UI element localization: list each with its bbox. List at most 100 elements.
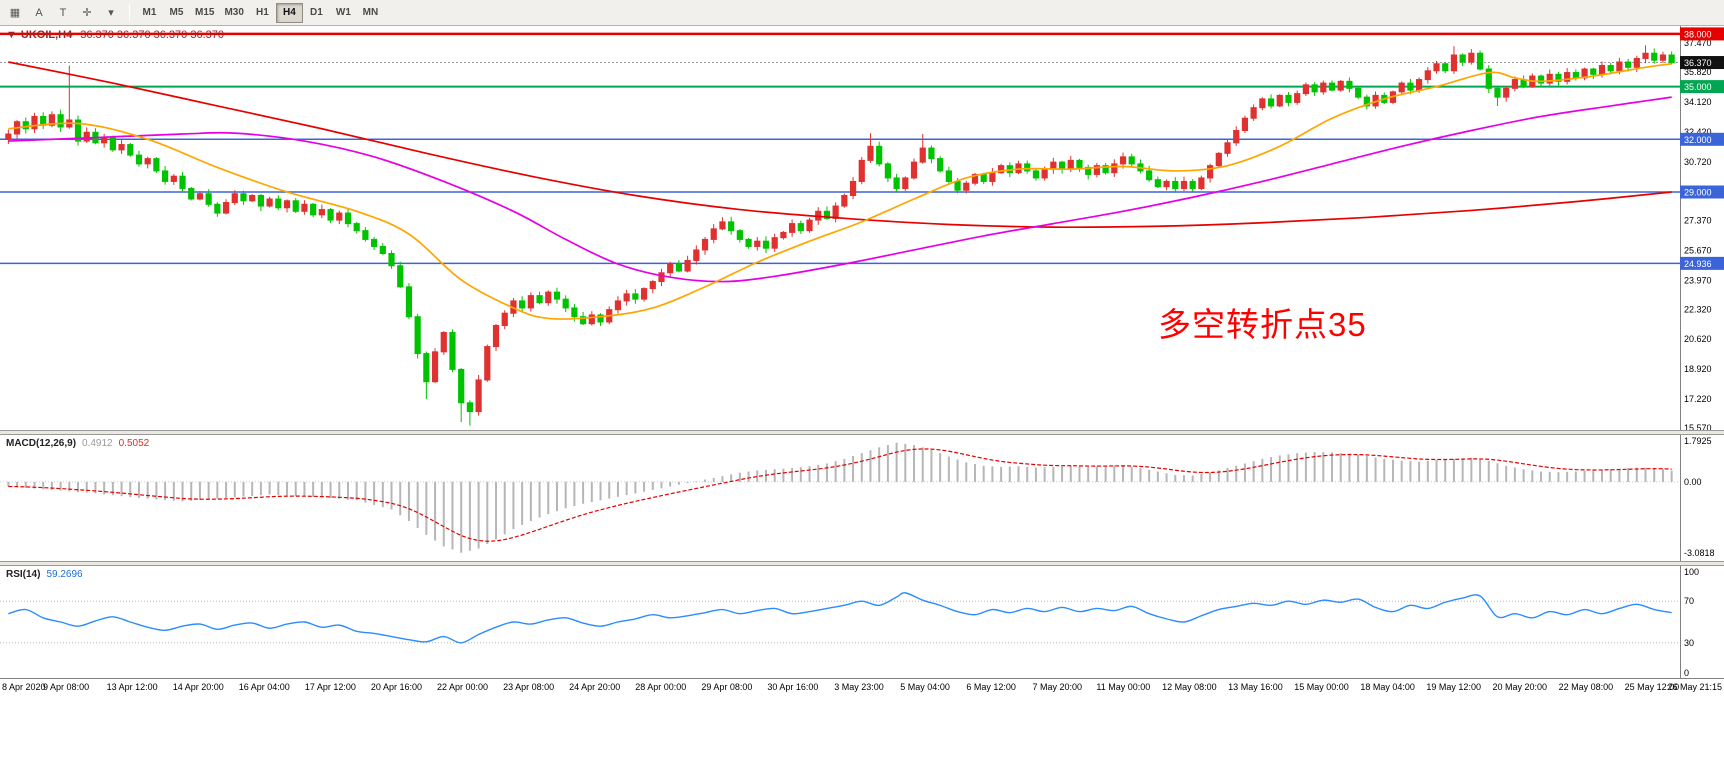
timeframe-button-m1[interactable]: M1	[142, 7, 157, 18]
price-badge-32.000	[1680, 132, 1724, 146]
time-axis[interactable]: 8 Apr 2020 9 Apr 08:00 13 Apr 12:00 14 Apr …	[0, 678, 1724, 696]
price-badge-24.936	[1680, 256, 1724, 270]
timeframe-button-m5[interactable]: M5	[169, 7, 184, 18]
price-scale-label: 37.470	[1684, 38, 1712, 48]
timeframe-button-m30[interactable]: M30	[224, 7, 244, 18]
chart-annotation-text: 多空转折点35	[1158, 306, 1367, 343]
time-label: 14 Apr 20:00	[172, 682, 224, 692]
fast-ma-line	[8, 62, 1672, 320]
macd-scale-label: 0.00	[1684, 477, 1702, 487]
time-label: 25 May 12:00	[1624, 682, 1680, 692]
timeframe-button-h1[interactable]: H1	[256, 7, 269, 18]
macd-main-value: 0.4912	[82, 438, 113, 449]
price-badge-36.370	[1680, 56, 1724, 70]
macd-label: MACD(12,26,9) 0.4912 0.5052	[6, 438, 149, 449]
svg-text:35.000: 35.000	[1684, 82, 1712, 92]
macd-name: MACD(12,26,9)	[6, 438, 77, 449]
timeframe-button-d1[interactable]: D1	[310, 7, 323, 18]
time-label: 9 Apr 08:00	[43, 682, 90, 692]
collapse-arrow-icon[interactable]: ▼	[6, 29, 17, 41]
time-label: 29 Apr 08:00	[701, 682, 753, 692]
rsi-line	[8, 592, 1672, 644]
price-badge-35.000	[1680, 80, 1724, 94]
rsi-canvas[interactable]: 100 70 30 0	[0, 566, 1724, 678]
timeframe-button-mn[interactable]: MN	[362, 7, 379, 18]
mid-ma-line	[8, 96, 1672, 283]
svg-text:24.936: 24.936	[1684, 259, 1712, 269]
main-chart-canvas[interactable]: 37.470 35.820 34.120 32.420 30.720 27.370 25.6…	[0, 26, 1724, 430]
draw-tools-dropdown-icon[interactable]: ▾	[108, 7, 114, 19]
price-scale-label: 18.920	[1684, 364, 1712, 374]
time-label: 7 May 20:00	[1032, 682, 1082, 692]
symbol-period-label: UKOIL,H4	[20, 29, 73, 41]
price-scale[interactable]: 37.470 35.820 34.120 32.420 30.720 27.370 25.6…	[1680, 26, 1724, 430]
panel-splitter[interactable]	[0, 561, 1724, 566]
main-chart-panel: 37.470 35.820 34.120 32.420 30.720 27.370 25.6…	[0, 26, 1724, 430]
chart-title: ▼ UKOIL,H4 36.370 36.370 36.370 36.370	[6, 29, 224, 41]
crosshair-tool-icon[interactable]: ✛	[82, 7, 92, 19]
time-label: 28 Apr 00:00	[635, 682, 687, 692]
price-scale-label: 15.570	[1684, 423, 1712, 430]
rsi-scale-label: 100	[1684, 567, 1699, 577]
rsi-name: RSI(14)	[6, 569, 41, 580]
macd-histogram	[7, 442, 1673, 553]
rsi-scale-label: 70	[1684, 596, 1694, 606]
bottom-filler	[0, 696, 1724, 782]
price-badge-38.000	[1680, 27, 1724, 41]
time-label: 22 May 08:00	[1558, 682, 1614, 692]
rsi-scale-label: 0	[1684, 668, 1689, 678]
price-scale-label: 30.720	[1684, 157, 1712, 167]
macd-signal-line	[8, 448, 1672, 542]
macd-canvas[interactable]: 1.7925 0.00 -3.0818	[0, 435, 1724, 561]
price-scale-label: 35.820	[1684, 67, 1712, 77]
time-label: 8 Apr 2020	[2, 682, 46, 692]
price-scale-label: 23.970	[1684, 275, 1712, 285]
price-scale-label: 22.320	[1684, 304, 1712, 314]
timeframe-buttons-group: M1 M5 M15 M30 H1 H4 D1 W1 MN	[136, 2, 384, 23]
time-label: 3 May 23:00	[834, 682, 884, 692]
rsi-scale-label: 30	[1684, 638, 1694, 648]
time-label: 20 May 20:00	[1492, 682, 1548, 692]
svg-text:38.000: 38.000	[1684, 29, 1712, 39]
price-badge-29.000	[1680, 185, 1724, 199]
time-label: 13 May 16:00	[1228, 682, 1283, 692]
time-label: 18 May 04:00	[1360, 682, 1415, 692]
time-label: 19 May 12:00	[1426, 682, 1481, 692]
price-scale-label: 32.420	[1684, 127, 1712, 137]
cursor-tool-icon[interactable]: A	[35, 6, 43, 19]
timeframe-button-h4[interactable]: H4	[275, 2, 303, 23]
time-label: 15 May 00:00	[1294, 682, 1349, 692]
ohlc-readout: 36.370 36.370 36.370 36.370	[80, 29, 224, 41]
time-label: 17 Apr 12:00	[304, 682, 356, 692]
time-label: 11 May 00:00	[1096, 682, 1151, 692]
time-label: 5 May 04:00	[900, 682, 950, 692]
svg-text:29.000: 29.000	[1684, 187, 1712, 197]
macd-panel: 1.7925 0.00 -3.0818 MACD(12,26,9) 0.4912 0.5…	[0, 435, 1724, 561]
rsi-label: RSI(14) 59.2696	[6, 569, 83, 580]
timeframe-button-w1[interactable]: W1	[335, 7, 351, 18]
rsi-panel: 100 70 30 0 RSI(14) 59.2696	[0, 566, 1724, 678]
time-label: 16 Apr 04:00	[238, 682, 290, 692]
timeframe-button-m15[interactable]: M15	[195, 7, 215, 18]
time-label: 12 May 08:00	[1162, 682, 1217, 692]
time-label: 30 Apr 16:00	[767, 682, 819, 692]
candlesticks	[5, 45, 1675, 426]
price-scale-label: 17.220	[1684, 394, 1712, 404]
panel-splitter[interactable]	[0, 430, 1724, 435]
rsi-value: 59.2696	[46, 569, 83, 580]
svg-text:36.370: 36.370	[1684, 58, 1712, 68]
toolbar-separator	[129, 4, 130, 21]
tool-buttons-group: ▦ A T ✛ ▾	[3, 3, 123, 23]
macd-signal-value: 0.5052	[118, 438, 150, 449]
time-label: 22 Apr 00:00	[437, 682, 489, 692]
time-label: 26 May 21:15	[1667, 682, 1722, 692]
time-label: 24 Apr 20:00	[569, 682, 621, 692]
time-label: 13 Apr 12:00	[106, 682, 158, 692]
price-scale-label: 34.120	[1684, 97, 1712, 107]
chart-grid-icon[interactable]: ▦	[9, 7, 21, 19]
toolbar: ▦ A T ✛ ▾ M1 M5 M15 M30 H1 H4 D1 W1 MN	[0, 0, 1724, 26]
text-tool-icon[interactable]: T	[59, 6, 67, 19]
time-label: 23 Apr 08:00	[503, 682, 555, 692]
time-label: 6 May 12:00	[966, 682, 1016, 692]
price-scale-label: 27.370	[1684, 216, 1712, 226]
